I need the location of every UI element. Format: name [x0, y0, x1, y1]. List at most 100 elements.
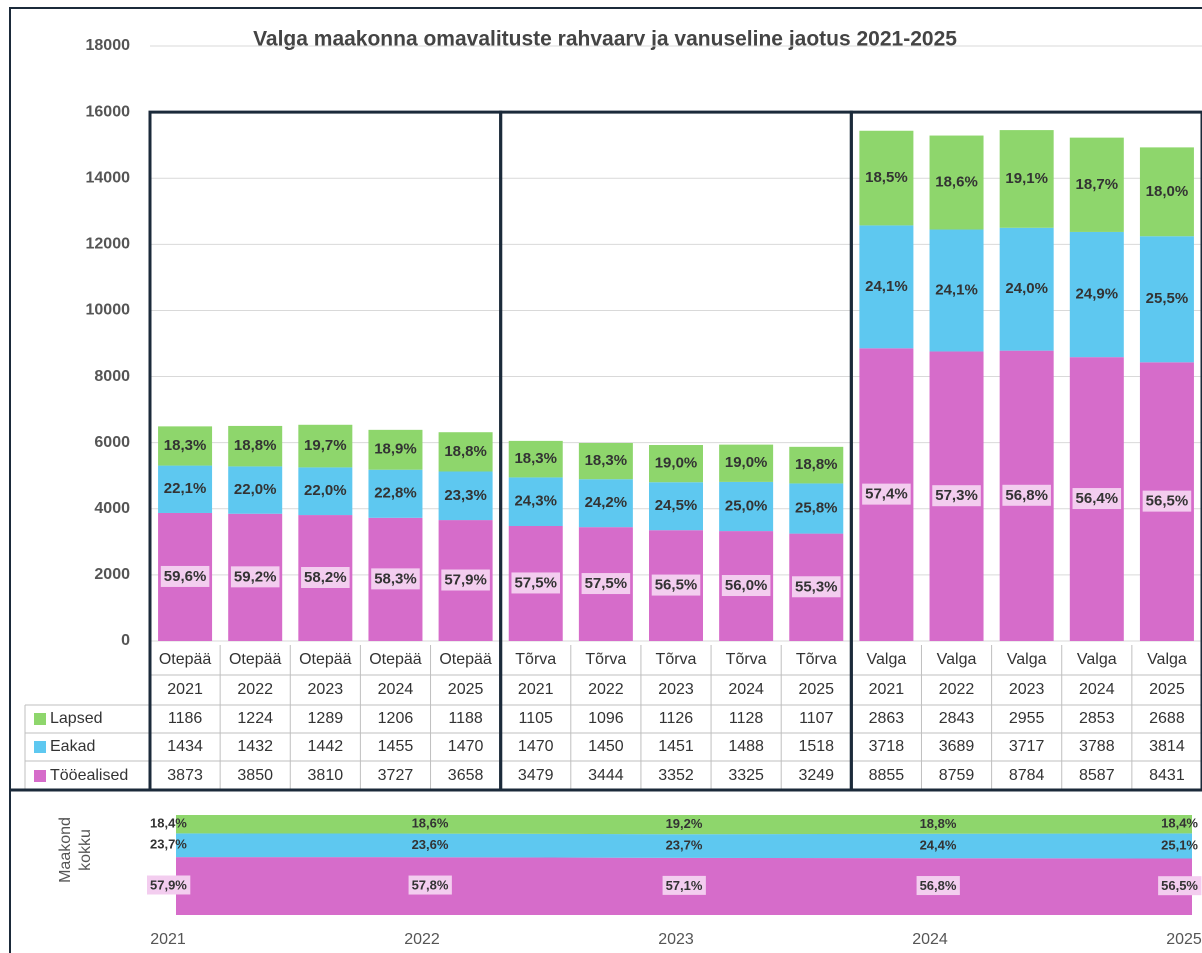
value-label: 24,4% — [920, 837, 957, 852]
x-tick-label: 2023 — [658, 931, 694, 948]
table-cell: 1518 — [798, 738, 834, 755]
share-label: 22,0% — [234, 481, 277, 498]
bar-segment — [789, 446, 844, 484]
legend-swatch — [34, 741, 46, 753]
x-tick-label: 2023 — [308, 681, 344, 698]
x-tick-label: 2021 — [869, 681, 905, 698]
table-cell: 3718 — [869, 738, 905, 755]
value-label: 25,1% — [1161, 837, 1198, 852]
label-background — [721, 575, 771, 597]
share-label: 18,6% — [935, 174, 978, 191]
y-axis-label: kokku — [77, 829, 94, 871]
share-label: 25,8% — [795, 499, 838, 516]
y-tick-label: 6000 — [94, 434, 130, 451]
y-tick-label: 2000 — [94, 566, 130, 583]
y-axis-label: Maakond — [57, 817, 74, 883]
share-label: 56,0% — [725, 577, 768, 594]
table-cell: 2843 — [939, 710, 975, 727]
label-background — [1142, 490, 1192, 512]
share-label: 24,2% — [585, 494, 628, 511]
label-background — [230, 566, 280, 588]
bar-segment — [438, 432, 493, 472]
legend-swatch — [34, 770, 46, 782]
share-label: 56,5% — [1146, 493, 1189, 510]
share-label: 18,3% — [585, 452, 628, 469]
share-label: 24,3% — [514, 493, 557, 510]
table-cell: 1126 — [659, 710, 694, 727]
x-tick-label: Tõrva — [515, 651, 556, 668]
table-cell: 3717 — [1009, 738, 1045, 755]
area — [176, 833, 1192, 859]
table-cell: 8759 — [939, 767, 975, 784]
share-label: 57,3% — [935, 487, 978, 504]
y-tick-label: 4000 — [94, 500, 130, 517]
table-cell: 2955 — [1009, 710, 1045, 727]
x-tick-label: 2025 — [1166, 931, 1202, 948]
legend-label: Eakad — [50, 738, 95, 755]
value-label: 23,7% — [150, 837, 187, 852]
bar-segment — [929, 229, 984, 352]
table-cell: 1434 — [167, 738, 203, 755]
share-label: 18,5% — [865, 169, 908, 186]
table-cell: 3479 — [518, 767, 554, 784]
bar-segment — [508, 440, 563, 478]
share-label: 18,8% — [795, 456, 838, 473]
x-tick-label: 2022 — [404, 931, 440, 948]
share-label: 18,8% — [444, 443, 487, 460]
table-cell: 1289 — [308, 710, 344, 727]
table-cell: 3873 — [167, 767, 203, 784]
table-cell: 8855 — [869, 767, 905, 784]
chart-title: Valga maakonna omavalituste rahvaarv ja … — [253, 28, 957, 51]
legend-swatch — [34, 713, 46, 725]
share-label: 57,9% — [444, 572, 487, 589]
share-label: 24,0% — [1005, 280, 1048, 297]
x-tick-label: Otepää — [229, 651, 282, 668]
label-background — [791, 576, 841, 598]
x-tick-label: 2022 — [237, 681, 273, 698]
label-background — [1072, 488, 1122, 510]
x-tick-label: Valga — [867, 651, 907, 668]
bar-segment — [649, 445, 703, 483]
bar-segment — [298, 467, 353, 516]
share-label: 18,3% — [164, 437, 207, 454]
x-tick-label: 2024 — [912, 931, 948, 948]
bar-segment — [158, 426, 213, 466]
x-tick-label: 2021 — [150, 931, 186, 948]
table-cell: 8784 — [1009, 767, 1045, 784]
label-background — [651, 574, 701, 596]
x-tick-label: 2025 — [448, 681, 484, 698]
share-label: 57,5% — [514, 574, 557, 591]
table-cell: 3810 — [308, 767, 344, 784]
legend-label: Tööealised — [50, 767, 128, 784]
label-background — [408, 875, 452, 895]
value-label: 23,6% — [412, 837, 449, 852]
bar-segment — [789, 483, 844, 534]
value-label: 18,4% — [150, 816, 187, 831]
share-label: 22,0% — [304, 482, 347, 499]
bar-segment — [649, 482, 703, 531]
x-tick-label: Tõrva — [585, 651, 626, 668]
label-background — [1158, 876, 1202, 896]
legend-label: Lapsed — [50, 710, 103, 727]
table-cell: 1128 — [729, 710, 764, 727]
bar-segment — [158, 465, 213, 513]
y-tick-label: 16000 — [86, 103, 131, 120]
table-cell: 3788 — [1079, 738, 1115, 755]
x-tick-label: 2024 — [728, 681, 764, 698]
table-cell: 1442 — [308, 738, 344, 755]
label-background — [160, 565, 210, 587]
share-label: 18,9% — [374, 441, 417, 458]
table-cell: 1450 — [588, 738, 624, 755]
y-tick-label: 8000 — [94, 368, 130, 385]
x-tick-label: 2022 — [939, 681, 975, 698]
label-background — [147, 875, 191, 895]
table-cell: 3689 — [939, 738, 975, 755]
bar-segment — [228, 466, 283, 514]
x-tick-label: Tõrva — [796, 651, 837, 668]
table-cell: 8431 — [1149, 767, 1185, 784]
table-cell: 2688 — [1149, 710, 1185, 727]
bar-segment — [368, 469, 423, 518]
table-cell: 3325 — [728, 767, 764, 784]
bar-segment — [999, 227, 1054, 351]
table-cell: 1096 — [588, 710, 624, 727]
